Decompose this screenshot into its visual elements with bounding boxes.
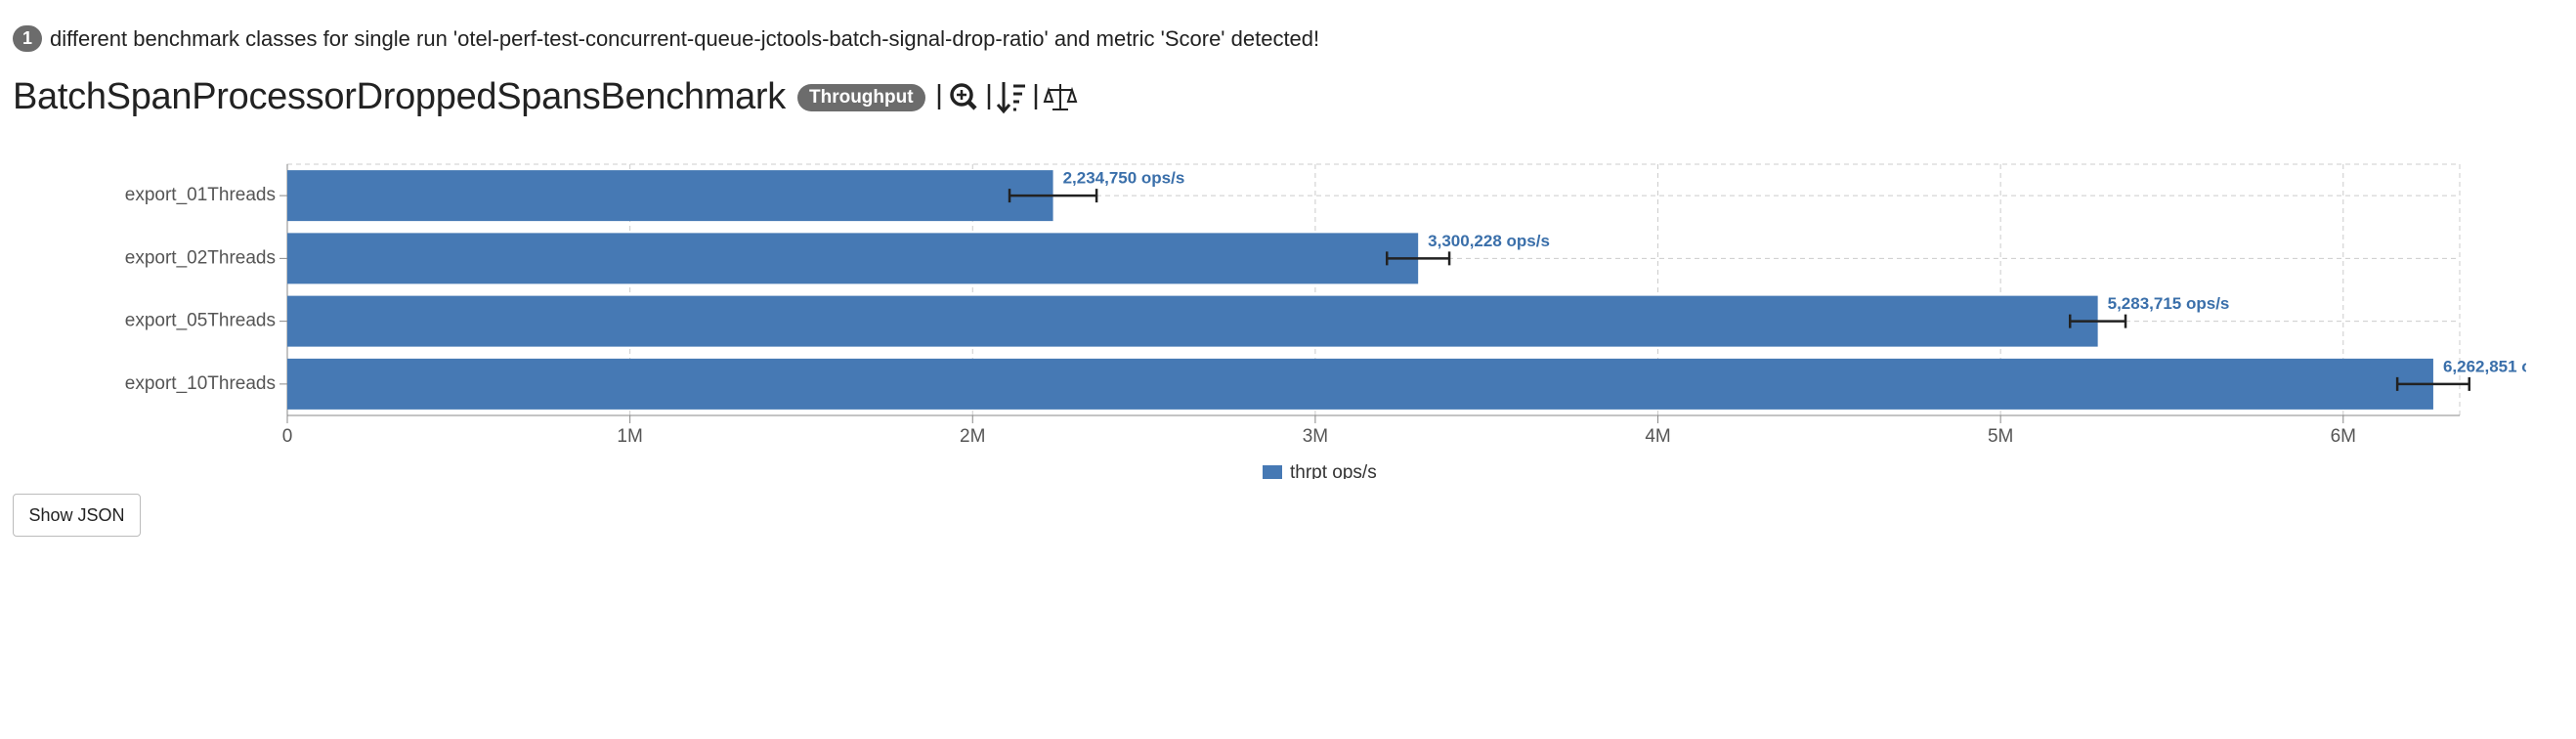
value-label: 2,234,750 ops/s <box>1063 169 1185 188</box>
plot: 0 1M 2M 3M 4M 5M 6M export_01Threads 2,234,750 o… <box>125 163 2565 447</box>
zoom-icon[interactable] <box>949 82 977 110</box>
y-tick-label: export_02Threads <box>125 247 276 268</box>
benchmark-title: BatchSpanProcessorDroppedSpansBenchmark <box>13 76 786 117</box>
y-tick-label: export_10Threads <box>125 373 276 394</box>
y-tick-label: export_01Threads <box>125 185 276 205</box>
x-tick-label: 3M <box>1303 426 1328 447</box>
x-tick-label: 1M <box>617 426 642 447</box>
x-tick-label: 6M <box>2331 426 2356 447</box>
value-label: 6,262,851 ops/s <box>2443 357 2565 375</box>
x-tick-label: 0 <box>282 426 293 447</box>
chart: 0 1M 2M 3M 4M 5M 6M export_01Threads 2,234,750 o… <box>125 163 2565 479</box>
legend-label: thrpt ops/s <box>1290 462 1377 479</box>
x-tick-label: 2M <box>960 426 985 447</box>
toolbar-icons <box>937 81 1077 113</box>
show-json-button[interactable]: Show JSON <box>13 494 141 537</box>
bar <box>287 170 1053 222</box>
legend: thrpt ops/s <box>1263 462 1377 479</box>
sort-icon[interactable] <box>996 81 1025 113</box>
y-tick-label: export_05Threads <box>125 311 276 331</box>
x-tick-label: 4M <box>1645 426 1670 447</box>
x-tick-label: 5M <box>1988 426 2013 447</box>
heading: BatchSpanProcessorDroppedSpansBenchmark … <box>13 76 1092 118</box>
bar <box>287 358 2433 410</box>
value-label: 3,300,228 ops/s <box>1428 232 1550 250</box>
count-badge: 1 <box>13 25 43 52</box>
bar <box>287 295 2098 347</box>
compare-icon[interactable] <box>1043 83 1077 110</box>
value-label: 5,283,715 ops/s <box>2108 294 2230 313</box>
legend-swatch <box>1263 465 1282 479</box>
mode-badge: Throughput <box>796 83 925 111</box>
notice: 1 different benchmark classes for single… <box>13 25 1319 52</box>
bar <box>287 233 1419 284</box>
notice-text: different benchmark classes for single r… <box>50 25 1320 51</box>
